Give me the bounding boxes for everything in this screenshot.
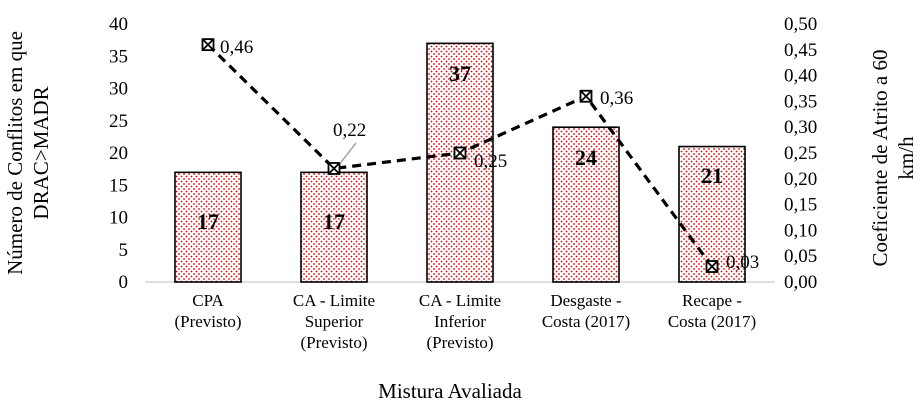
left-tick-label: 15 (109, 175, 128, 196)
category-label: Recape - Costa (2017) (668, 291, 756, 331)
bar-value-label: 24 (575, 145, 597, 170)
bar-value-label: 17 (323, 209, 345, 234)
bar (678, 145, 746, 283)
right-tick-label: 0,10 (784, 220, 817, 241)
right-y-axis-title-line: Coeficiente de Atrito a 60 (868, 50, 892, 267)
left-tick-label: 30 (109, 79, 128, 100)
left-y-axis-title: Número de Conflitos em queDRAC>MADR (3, 31, 53, 275)
left-tick-label: 25 (109, 111, 128, 132)
category-label-line: CA - Limite (293, 291, 375, 310)
bar-value-label: 37 (449, 61, 471, 86)
point-label-leader (466, 154, 469, 159)
right-tick-label: 0,25 (784, 143, 817, 164)
line-value-label: 0,25 (474, 151, 507, 172)
bar (426, 42, 494, 283)
bar (174, 171, 242, 283)
category-label-line: CPA (192, 291, 224, 310)
right-tick-label: 0,50 (784, 14, 817, 35)
category-label-line: Inferior (434, 312, 486, 331)
right-tick-label: 0,15 (784, 195, 817, 216)
line-value-label: 0,46 (220, 37, 253, 58)
category-label: CA - Limite Superior (Previsto) (293, 291, 375, 352)
category-label-line: (Previsto) (426, 333, 493, 352)
bar-value-label: 17 (197, 209, 219, 234)
right-tick-label: 0,00 (784, 272, 817, 293)
right-y-axis-title-line: km/h (894, 136, 918, 180)
line-marker-cross (579, 90, 593, 103)
left-y-axis-title-line: Número de Conflitos em que (3, 31, 27, 275)
category-label-line: Costa (2017) (542, 312, 630, 331)
left-y-axis-title-line: DRAC>MADR (29, 86, 53, 219)
line-value-label: 0,22 (333, 120, 366, 141)
point-label-leader (339, 142, 357, 164)
category-label: CA - Limite Inferior (Previsto) (419, 291, 501, 352)
left-tick-label: 40 (109, 14, 128, 35)
category-label: Desgaste - Costa (2017) (542, 291, 630, 331)
category-label-line: (Previsto) (174, 312, 241, 331)
category-label: CPA (Previsto) (174, 291, 241, 331)
right-tick-label: 0,20 (784, 169, 817, 190)
left-tick-label: 5 (119, 240, 129, 261)
right-tick-label: 0,05 (784, 246, 817, 267)
category-label-line: CA - Limite (419, 291, 501, 310)
left-tick-label: 20 (109, 143, 128, 164)
line-value-label: 0,03 (726, 252, 759, 273)
right-tick-label: 0,30 (784, 117, 817, 138)
left-tick-label: 0 (119, 272, 129, 293)
left-tick-label: 10 (109, 208, 128, 229)
right-tick-label: 0,40 (784, 66, 817, 87)
line-marker-cross (453, 146, 467, 160)
category-label-line: Desgaste - (550, 291, 622, 310)
right-tick-label: 0,45 (784, 40, 817, 61)
line-marker-cross (705, 260, 719, 273)
category-label-line: (Previsto) (300, 333, 367, 352)
line-marker-cross (201, 38, 215, 51)
bar (300, 171, 368, 283)
bar (552, 126, 620, 283)
right-y-axis-title: Coeficiente de Atrito a 60km/h (868, 50, 918, 267)
category-label-line: Costa (2017) (668, 312, 756, 331)
line-value-label: 0,36 (600, 88, 633, 109)
bar-value-label: 21 (701, 163, 723, 188)
category-label-line: Recape - (682, 291, 742, 310)
x-axis-title: Mistura Avaliada (378, 379, 522, 403)
right-tick-label: 0,35 (784, 91, 817, 112)
category-label-line: Superior (305, 312, 364, 331)
left-tick-label: 35 (109, 46, 128, 67)
line-marker-cross (327, 162, 341, 175)
